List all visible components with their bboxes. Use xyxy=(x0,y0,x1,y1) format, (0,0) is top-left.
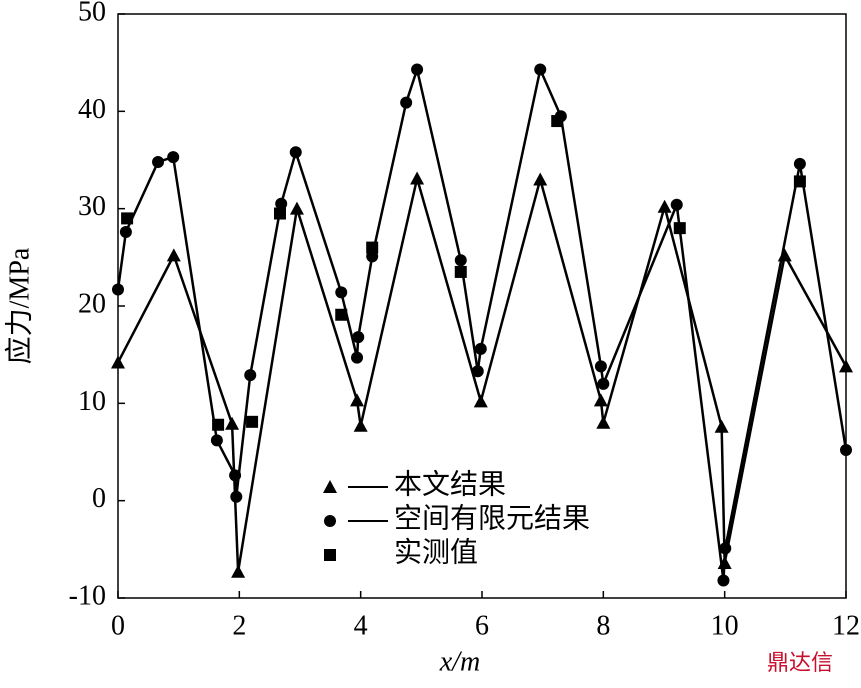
data-point xyxy=(289,146,302,159)
data-point xyxy=(719,542,732,555)
x-tick-label: 6 xyxy=(475,610,489,641)
data-point xyxy=(839,359,853,373)
data-point xyxy=(152,155,165,168)
legend-label: 本文结果 xyxy=(394,468,506,500)
data-point xyxy=(229,469,242,482)
data-point xyxy=(596,415,611,429)
data-point xyxy=(551,115,564,128)
data-point xyxy=(793,157,806,170)
data-point xyxy=(593,393,608,407)
data-point xyxy=(454,265,467,278)
data-point xyxy=(400,96,413,109)
data-point xyxy=(410,171,425,185)
data-point xyxy=(119,226,132,239)
data-point xyxy=(289,201,304,215)
legend-marker xyxy=(324,549,336,561)
watermark: 鼎达信 xyxy=(767,651,833,676)
data-point xyxy=(167,151,180,164)
data-point xyxy=(657,199,672,213)
data-point xyxy=(594,360,607,373)
data-point xyxy=(112,283,124,296)
x-tick-label: 12 xyxy=(832,610,860,641)
data-point xyxy=(673,222,686,235)
data-point xyxy=(840,444,852,457)
data-point xyxy=(210,434,223,447)
legend-label: 空间有限元结果 xyxy=(394,502,590,534)
legend-label: 实测值 xyxy=(394,536,478,568)
legend-marker xyxy=(323,480,337,493)
data-point xyxy=(350,393,365,407)
data-point xyxy=(212,418,225,431)
x-axis-label: x/m xyxy=(439,646,480,677)
data-point xyxy=(121,212,134,225)
data-point xyxy=(246,415,259,428)
y-tick-label: 10 xyxy=(78,386,106,417)
data-point xyxy=(230,490,243,503)
y-tick-label: 20 xyxy=(78,288,106,319)
data-point xyxy=(231,564,246,578)
x-tick-label: 2 xyxy=(232,610,246,641)
x-tick-label: 8 xyxy=(596,610,610,641)
series-line xyxy=(116,68,848,582)
data-point xyxy=(335,308,348,321)
data-point xyxy=(714,419,729,433)
y-tick-label: -10 xyxy=(69,580,106,611)
data-point xyxy=(533,172,548,186)
data-point xyxy=(411,63,424,76)
x-tick-label: 0 xyxy=(111,610,125,641)
data-point xyxy=(166,248,181,262)
legend-marker xyxy=(324,515,336,527)
data-point xyxy=(335,286,348,299)
data-point xyxy=(353,418,368,432)
x-tick-label: 10 xyxy=(711,610,739,641)
data-point xyxy=(225,416,240,430)
y-axis-label: 应力/MPa xyxy=(3,247,35,364)
x-tick-label: 4 xyxy=(354,610,368,641)
y-tick-label: 0 xyxy=(92,483,106,514)
data-point xyxy=(351,351,364,364)
data-point xyxy=(352,331,365,344)
data-point xyxy=(717,574,730,587)
data-point xyxy=(111,355,125,369)
data-point xyxy=(366,241,379,254)
data-point xyxy=(471,365,484,378)
y-tick-label: 30 xyxy=(78,191,106,222)
data-point xyxy=(454,254,467,267)
data-point xyxy=(793,175,806,188)
data-point xyxy=(670,198,683,211)
y-tick-label: 50 xyxy=(78,0,106,27)
data-point xyxy=(275,197,288,210)
data-point xyxy=(273,207,286,220)
data-point xyxy=(474,342,487,355)
data-point xyxy=(473,394,488,408)
y-tick-label: 40 xyxy=(78,94,106,125)
data-point xyxy=(534,63,547,76)
data-point xyxy=(597,377,610,390)
data-point xyxy=(777,248,792,262)
data-point xyxy=(244,369,257,382)
